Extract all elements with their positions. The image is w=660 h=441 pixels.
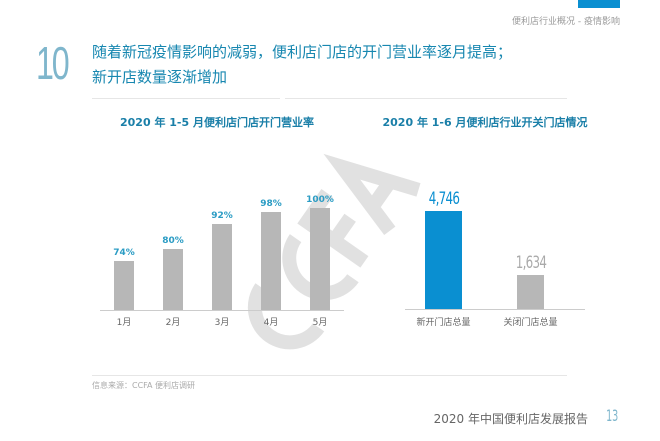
bar-label-0: 4,746 <box>428 189 459 209</box>
x-tick-4: 5月 <box>312 318 328 328</box>
bar-1 <box>517 275 544 309</box>
x-tick-1: 2月 <box>165 318 181 328</box>
headline-line-2: 新开店数量逐渐增加 <box>92 68 228 86</box>
chart2-axis <box>405 309 585 310</box>
bar-2 <box>212 224 232 310</box>
breadcrumb: 便利店行业概况 - 疫情影响 <box>512 17 620 27</box>
x-tick-0: 新开门店总量 <box>416 318 471 328</box>
bar-3 <box>261 212 281 310</box>
chart2-title: 2020 年 1-6 月便利店行业开关门店情况 <box>382 116 588 129</box>
bar-0 <box>114 261 134 310</box>
bar-label-1: 1,634 <box>515 253 546 274</box>
bar-label-1: 80% <box>162 235 184 246</box>
bar-label-3: 98% <box>260 199 282 210</box>
divider <box>92 375 567 376</box>
bar-label-2: 92% <box>211 211 233 222</box>
x-tick-1: 关闭门店总量 <box>503 318 558 328</box>
headline-line-1: 随着新冠疫情影响的减弱，便利店门店的开门营业率逐月提高； <box>92 43 513 61</box>
bar-1 <box>163 248 183 310</box>
accent-bar <box>578 0 620 8</box>
chart1-axis <box>100 310 344 311</box>
section-number: 10 <box>36 37 70 89</box>
ccfa-watermark <box>247 153 421 350</box>
divider <box>92 98 280 99</box>
x-tick-2: 3月 <box>214 318 230 328</box>
report-title: 2020 年中国便利店发展报告 <box>433 412 588 426</box>
source-note: 信息来源：CCFA 便利店调研 <box>92 381 196 390</box>
x-tick-0: 1月 <box>116 318 132 328</box>
bar-label-4: 100% <box>306 195 334 205</box>
bar-label-0: 74% <box>113 248 135 259</box>
bar-4 <box>310 208 330 310</box>
page-number: 13 <box>605 406 618 425</box>
bar-0 <box>425 211 462 309</box>
divider <box>285 98 567 99</box>
x-tick-3: 4月 <box>263 318 279 328</box>
chart1-title: 2020 年 1-5 月便利店门店开门营业率 <box>120 116 314 129</box>
